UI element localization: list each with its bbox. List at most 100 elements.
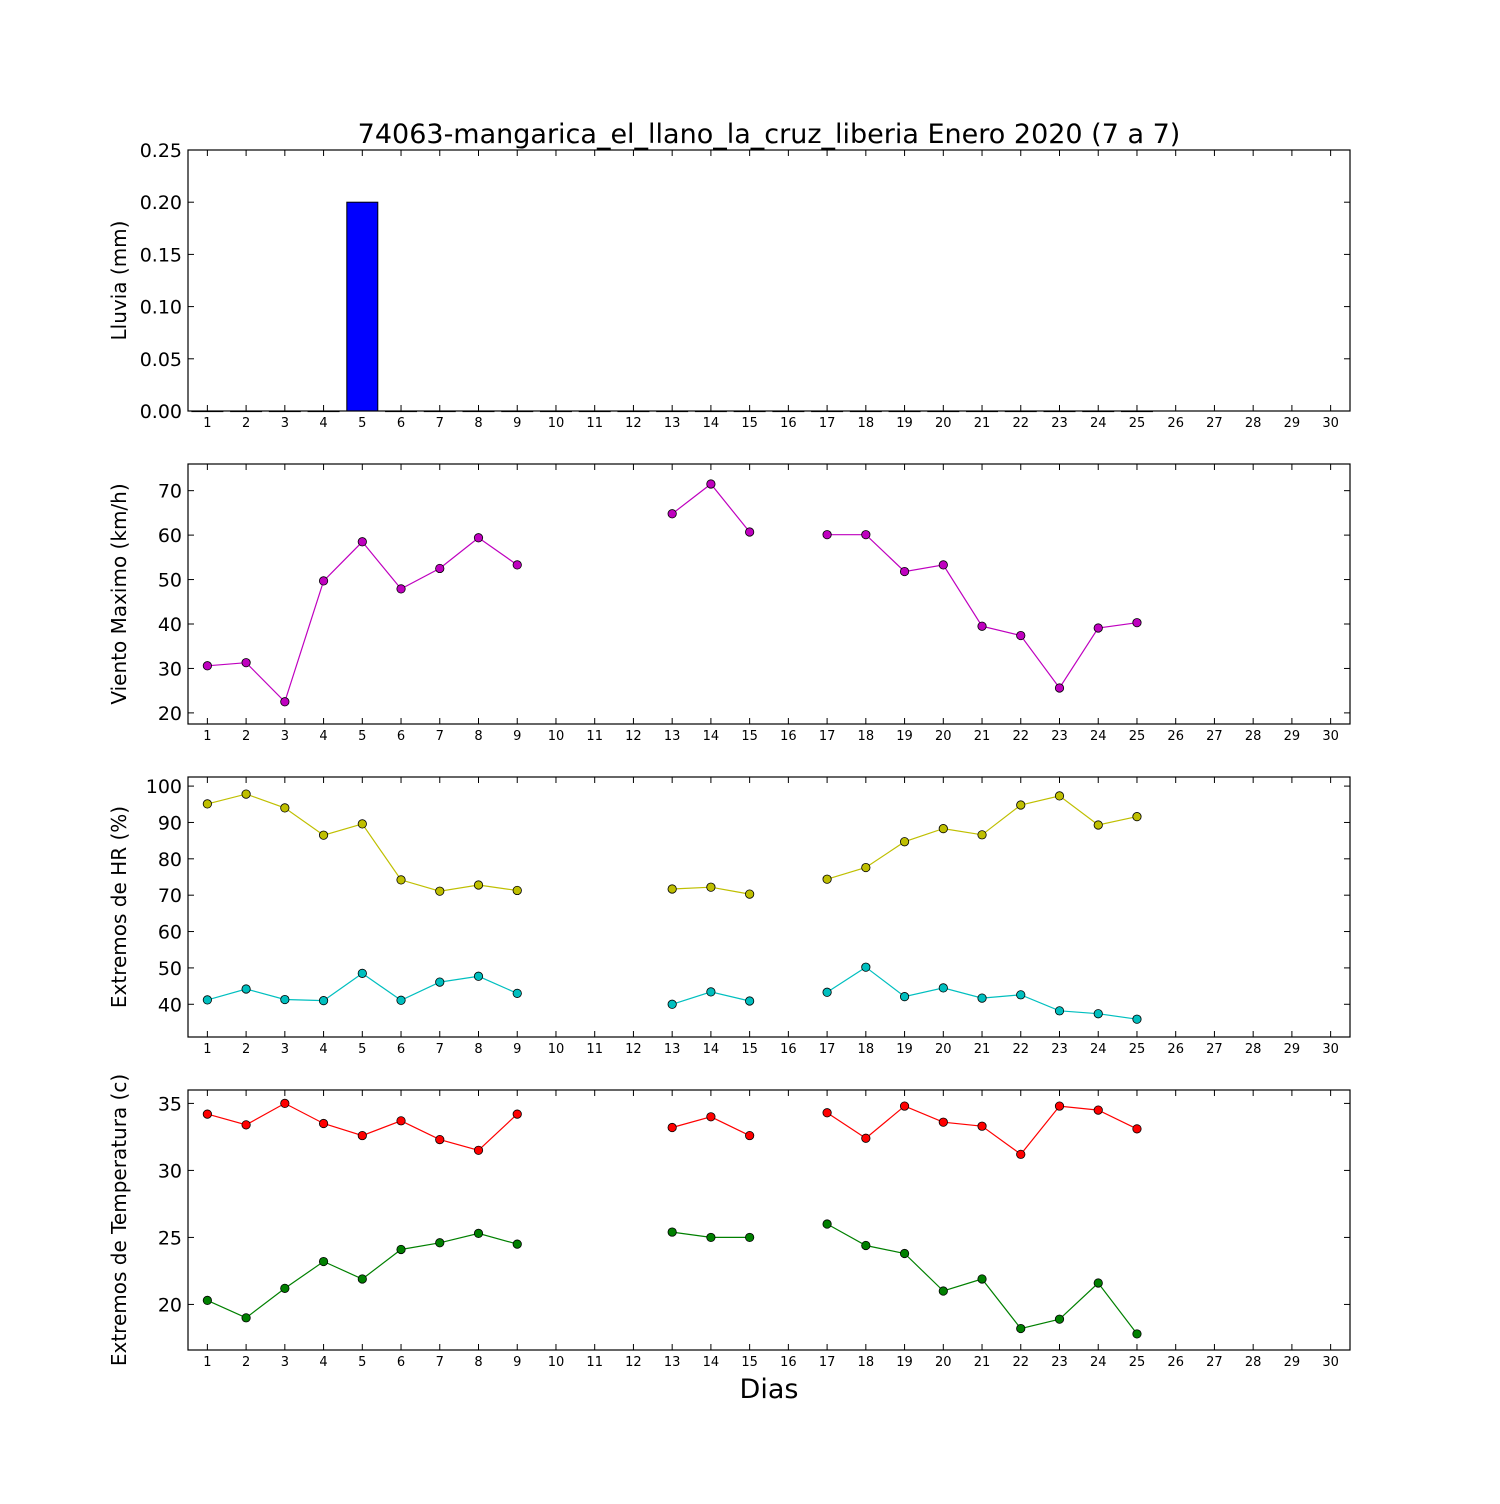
x-tick-label: 3 <box>281 729 289 744</box>
x-tick-label: 3 <box>281 1042 289 1057</box>
x-tick-label: 25 <box>1129 1042 1146 1057</box>
x-tick-label: 9 <box>513 1355 521 1370</box>
data-point <box>745 527 755 537</box>
y-axis-label: Extremos de Temperatura (c) <box>107 1074 131 1366</box>
series-line-1 <box>827 534 1138 690</box>
x-tick-label: 23 <box>1051 416 1068 431</box>
x-tick-label: 22 <box>1012 1355 1029 1370</box>
data-point <box>396 875 406 885</box>
x-tick-label: 4 <box>319 1042 327 1057</box>
x-tick-label: 2 <box>242 416 250 431</box>
data-point <box>899 992 910 1002</box>
data-point <box>977 1121 987 1131</box>
data-point <box>1054 791 1065 801</box>
data-point <box>318 576 329 586</box>
data-point <box>745 1130 755 1141</box>
x-tick-label: 1 <box>203 1355 211 1370</box>
x-tick-label: 30 <box>1322 1042 1339 1057</box>
x-tick-label: 20 <box>935 416 952 431</box>
x-tick-label: 24 <box>1090 1355 1107 1370</box>
data-point <box>1016 990 1026 1000</box>
x-tick-label: 25 <box>1129 729 1146 744</box>
series-line-2 <box>826 966 1138 1020</box>
x-tick-label: 6 <box>397 729 405 744</box>
data-point <box>1132 1014 1142 1024</box>
x-tick-label: 10 <box>548 1042 565 1057</box>
x-tick-label: 28 <box>1245 1042 1262 1057</box>
y-tick-label: 60 <box>158 525 182 547</box>
x-tick-label: 7 <box>436 1355 444 1370</box>
data-point <box>1132 1124 1142 1134</box>
x-tick-label: 26 <box>1167 1355 1184 1370</box>
x-tick-label: 20 <box>935 1355 952 1370</box>
data-point <box>706 479 716 489</box>
x-tick-label: 21 <box>974 416 991 431</box>
data-point <box>938 824 948 834</box>
x-tick-label: 8 <box>474 1355 482 1370</box>
x-tick-label: 25 <box>1129 1355 1146 1370</box>
x-tick-label: 21 <box>974 729 991 744</box>
x-tick-label: 9 <box>513 1042 521 1057</box>
x-tick-label: 7 <box>436 729 444 744</box>
x-tick-label: 5 <box>358 1042 366 1057</box>
x-tick-label: 27 <box>1206 1042 1223 1057</box>
series-line-1 <box>671 483 751 533</box>
data-point <box>396 1116 406 1126</box>
x-tick-label: 22 <box>1012 729 1029 744</box>
x-tick-label: 30 <box>1322 416 1339 431</box>
y-tick-label: 70 <box>158 885 182 907</box>
data-point <box>1132 618 1142 628</box>
data-point <box>435 1238 445 1248</box>
data-point <box>861 530 871 540</box>
x-tick-label: 19 <box>896 729 913 744</box>
data-point <box>396 584 406 594</box>
data-point <box>861 862 871 873</box>
x-tick-label: 7 <box>436 416 444 431</box>
y-tick-label: 50 <box>158 570 182 592</box>
plot-frame <box>187 463 1351 725</box>
y-tick-label: 25 <box>158 1227 182 1249</box>
data-point <box>435 886 445 896</box>
x-tick-label: 3 <box>281 416 289 431</box>
x-tick-label: 17 <box>819 1355 836 1370</box>
y-tick-label: 80 <box>158 849 182 871</box>
y-tick-label: 90 <box>158 812 182 834</box>
x-tick-label: 14 <box>703 1355 720 1370</box>
x-tick-label: 14 <box>703 1042 720 1057</box>
plot-frame <box>187 1089 1351 1351</box>
x-tick-label: 22 <box>1012 1042 1029 1057</box>
y-axis-label: Extremos de HR (%) <box>107 806 131 1008</box>
x-tick-label: 6 <box>397 416 405 431</box>
x-tick-label: 18 <box>858 1355 875 1370</box>
data-point <box>280 1098 290 1109</box>
x-tick-label: 16 <box>780 1355 797 1370</box>
x-tick-label: 12 <box>625 1042 642 1057</box>
data-point <box>899 566 910 577</box>
data-point <box>1054 683 1065 693</box>
data-point <box>473 971 484 981</box>
x-tick-label: 29 <box>1284 1042 1301 1057</box>
y-axis-label: Viento Maximo (km/h) <box>107 483 131 704</box>
panels: 0.000.050.100.150.200.251 2 3 4 5 6 7 8 9 10 11 12 1… <box>107 140 1351 1370</box>
x-tick-label: 8 <box>474 1042 482 1057</box>
data-point <box>357 819 367 829</box>
x-tick-label: 17 <box>819 416 836 431</box>
x-tick-label: 10 <box>548 1355 565 1370</box>
x-tick-label: 28 <box>1245 1355 1262 1370</box>
data-point <box>241 658 251 668</box>
x-axis-label: Dias <box>740 1374 799 1405</box>
x-tick-label: 16 <box>780 1042 797 1057</box>
x-tick-label: 13 <box>664 729 681 744</box>
x-tick-label: 11 <box>586 1042 603 1057</box>
x-tick-label: 23 <box>1051 1042 1068 1057</box>
data-point <box>512 1239 522 1249</box>
x-tick-label: 18 <box>858 1042 875 1057</box>
data-point <box>241 1120 251 1130</box>
x-tick-label: 26 <box>1167 416 1184 431</box>
x-tick-label: 14 <box>703 729 720 744</box>
x-tick-label: 19 <box>896 1042 913 1057</box>
y-tick-label: 0.20 <box>140 192 182 214</box>
data-point <box>1093 1278 1103 1288</box>
